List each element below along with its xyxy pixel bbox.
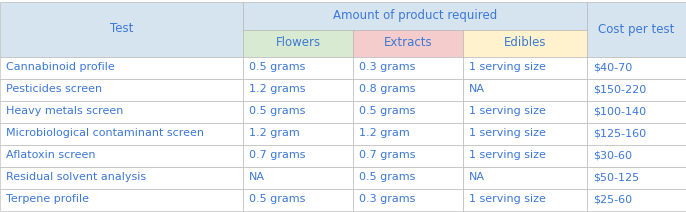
Text: Cannabinoid profile: Cannabinoid profile — [6, 63, 115, 73]
Text: Pesticides screen: Pesticides screen — [6, 85, 102, 95]
Bar — [243, 166, 353, 188]
Bar — [353, 100, 463, 123]
Text: 0.5 grams: 0.5 grams — [249, 106, 305, 117]
Bar — [463, 166, 587, 188]
Text: 0.3 grams: 0.3 grams — [359, 63, 416, 73]
Text: 0.5 grams: 0.5 grams — [249, 194, 305, 205]
Bar — [243, 145, 353, 166]
Bar — [587, 57, 686, 78]
Text: $100-140: $100-140 — [593, 106, 646, 117]
Bar — [243, 78, 353, 100]
Bar — [0, 145, 243, 166]
Text: 1.2 gram: 1.2 gram — [359, 128, 410, 138]
Bar — [0, 166, 243, 188]
Bar — [0, 1, 243, 57]
Text: 0.7 grams: 0.7 grams — [359, 151, 416, 160]
Bar — [587, 188, 686, 211]
Text: 0.7 grams: 0.7 grams — [249, 151, 305, 160]
Bar — [587, 78, 686, 100]
Text: 0.8 grams: 0.8 grams — [359, 85, 416, 95]
Text: 0.3 grams: 0.3 grams — [359, 194, 416, 205]
Text: Extracts: Extracts — [383, 36, 432, 49]
Bar — [243, 29, 353, 57]
Text: $30-60: $30-60 — [593, 151, 632, 160]
Bar — [0, 123, 243, 145]
Bar — [0, 100, 243, 123]
Bar — [353, 78, 463, 100]
Bar — [353, 188, 463, 211]
Text: Residual solvent analysis: Residual solvent analysis — [6, 173, 146, 183]
Text: NA: NA — [469, 85, 485, 95]
Text: Terpene profile: Terpene profile — [6, 194, 89, 205]
Text: 1 serving size: 1 serving size — [469, 151, 546, 160]
Text: 1.2 gram: 1.2 gram — [249, 128, 300, 138]
Text: 1 serving size: 1 serving size — [469, 128, 546, 138]
Text: NA: NA — [469, 173, 485, 183]
Text: 0.5 grams: 0.5 grams — [359, 106, 416, 117]
Bar — [463, 29, 587, 57]
Text: Microbiological contaminant screen: Microbiological contaminant screen — [6, 128, 204, 138]
Text: Aflatoxin screen: Aflatoxin screen — [6, 151, 95, 160]
Text: 1 serving size: 1 serving size — [469, 194, 546, 205]
Text: Amount of product required: Amount of product required — [333, 9, 497, 22]
Bar — [463, 145, 587, 166]
Text: $50-125: $50-125 — [593, 173, 639, 183]
Bar — [587, 166, 686, 188]
Text: 1.2 grams: 1.2 grams — [249, 85, 305, 95]
Text: $125-160: $125-160 — [593, 128, 646, 138]
Bar — [463, 123, 587, 145]
Bar — [587, 1, 686, 57]
Bar — [243, 57, 353, 78]
Bar — [587, 145, 686, 166]
Text: 1 serving size: 1 serving size — [469, 63, 546, 73]
Bar — [353, 29, 463, 57]
Bar — [587, 100, 686, 123]
Text: Heavy metals screen: Heavy metals screen — [6, 106, 123, 117]
Bar — [243, 1, 587, 29]
Bar — [463, 188, 587, 211]
Bar — [0, 188, 243, 211]
Bar — [587, 123, 686, 145]
Bar — [353, 123, 463, 145]
Text: $40-70: $40-70 — [593, 63, 632, 73]
Text: Test: Test — [110, 22, 133, 35]
Text: $150-220: $150-220 — [593, 85, 646, 95]
Bar — [0, 78, 243, 100]
Text: 0.5 grams: 0.5 grams — [359, 173, 416, 183]
Bar — [353, 57, 463, 78]
Text: 0.5 grams: 0.5 grams — [249, 63, 305, 73]
Bar — [463, 78, 587, 100]
Bar — [463, 57, 587, 78]
Text: Cost per test: Cost per test — [598, 22, 675, 35]
Text: 1 serving size: 1 serving size — [469, 106, 546, 117]
Bar — [0, 57, 243, 78]
Bar — [353, 145, 463, 166]
Text: NA: NA — [249, 173, 265, 183]
Text: $25-60: $25-60 — [593, 194, 632, 205]
Bar — [243, 188, 353, 211]
Bar — [463, 100, 587, 123]
Text: Flowers: Flowers — [276, 36, 320, 49]
Bar — [353, 166, 463, 188]
Bar — [243, 100, 353, 123]
Bar — [243, 123, 353, 145]
Text: Edibles: Edibles — [504, 36, 546, 49]
